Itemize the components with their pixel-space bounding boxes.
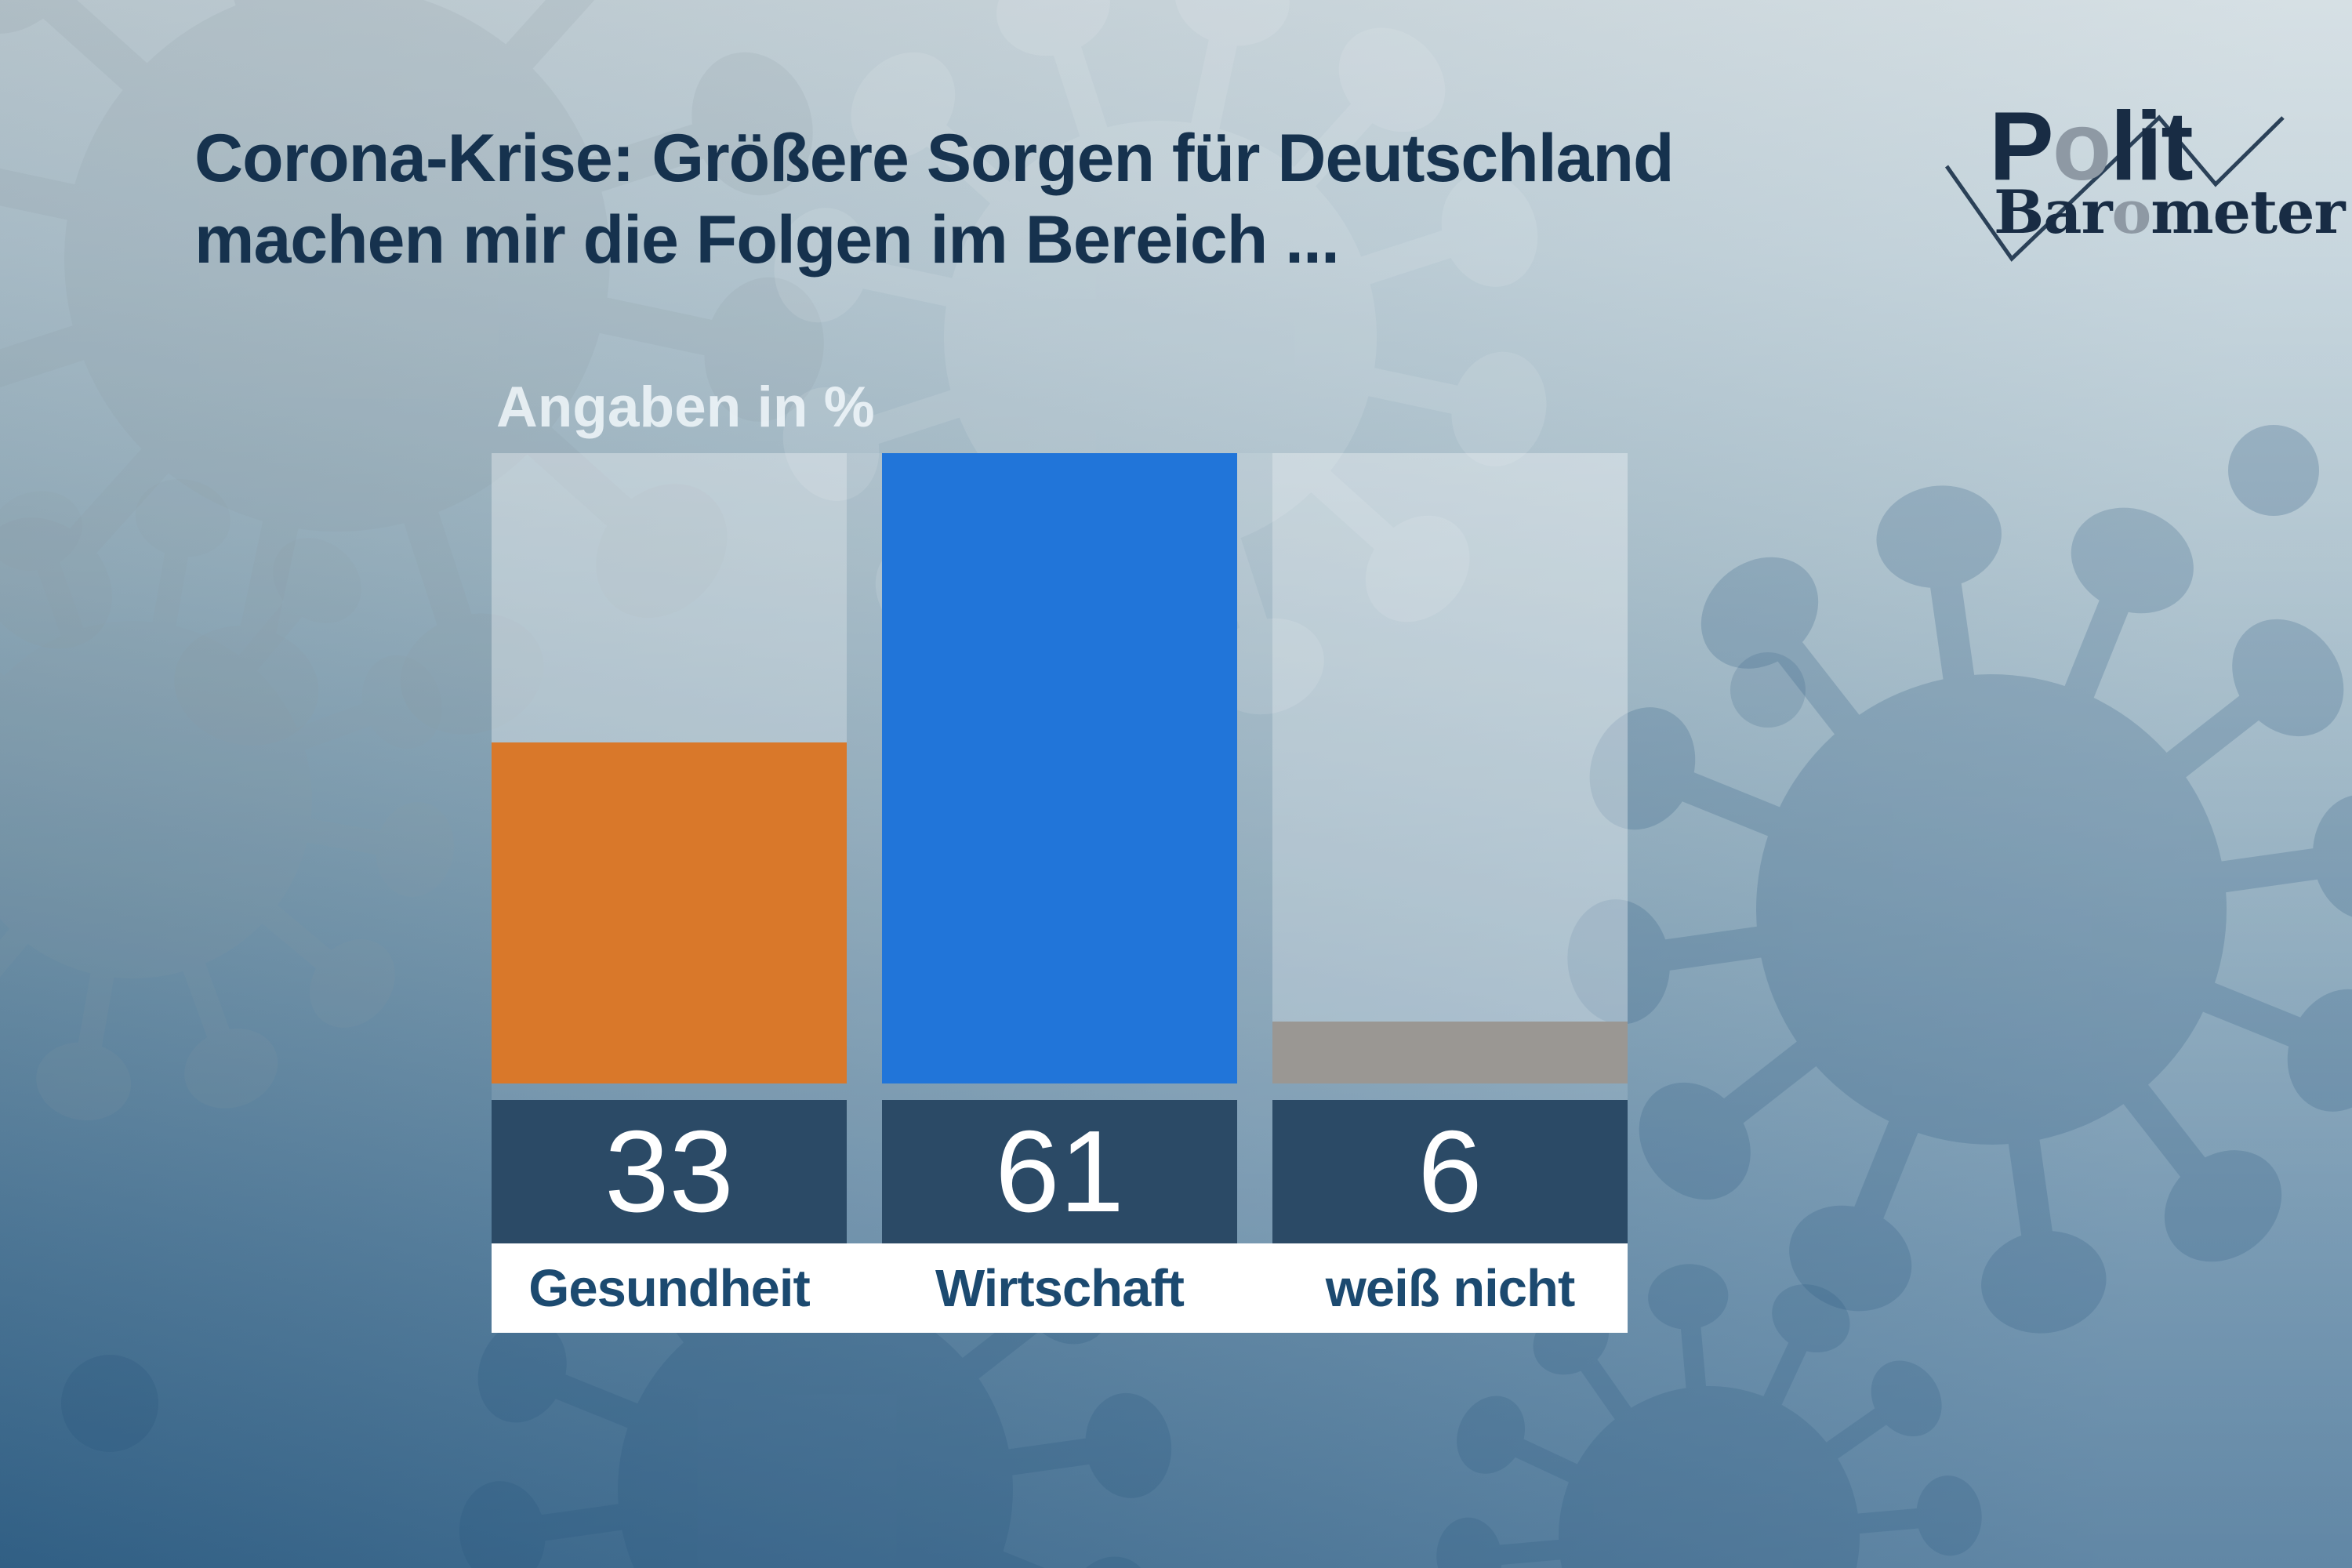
logo-word-polit: Polit — [1989, 98, 2194, 195]
chart-title-line1: Corona-Krise: Größere Sorgen für Deutsch… — [194, 121, 1675, 196]
column-track-2 — [882, 453, 1237, 1083]
value-box-Wirtschaft: 61 — [882, 1100, 1237, 1243]
logo-word-barometer: Barometer — [1994, 183, 2346, 242]
column-track-1 — [492, 453, 847, 1083]
chart-columns — [492, 453, 1628, 1083]
politbarometer-logo: Polit Barometer — [1917, 90, 2346, 302]
value-box-weiß nicht: 6 — [1272, 1100, 1628, 1243]
units-label: Angaben in % — [496, 376, 875, 439]
logo-zigzag-checkmark-line — [1944, 114, 2285, 262]
chart-title-line2: machen mir die Folgen im Bereich ... — [194, 202, 1340, 278]
logo-letter: lit — [2110, 93, 2193, 201]
column-track-3 — [1272, 453, 1628, 1083]
logo-letter: Bar — [1994, 177, 2113, 247]
bar-Gesundheit — [492, 742, 847, 1083]
category-label-Gesundheit: Gesundheit — [528, 1258, 811, 1318]
category-strip: Gesundheit Wirtschaft weiß nicht — [492, 1243, 1628, 1333]
logo-letter-gray: o — [2111, 177, 2152, 247]
bar-weiß nicht — [1272, 1022, 1628, 1083]
logo-letter: meter — [2151, 177, 2345, 247]
category-label-weiß nicht: weiß nicht — [1325, 1258, 1576, 1318]
logo-letter: P — [1989, 93, 2054, 201]
value-box-Gesundheit: 33 — [492, 1100, 847, 1243]
category-label-Wirtschaft: Wirtschaft — [935, 1258, 1185, 1318]
logo-letter-gray: o — [2052, 93, 2112, 201]
chart-title: Corona-Krise: Größere Sorgen für Deutsch… — [194, 118, 1675, 281]
bar-Wirtschaft — [882, 453, 1237, 1083]
value-row: 33 61 6 — [492, 1100, 1628, 1243]
